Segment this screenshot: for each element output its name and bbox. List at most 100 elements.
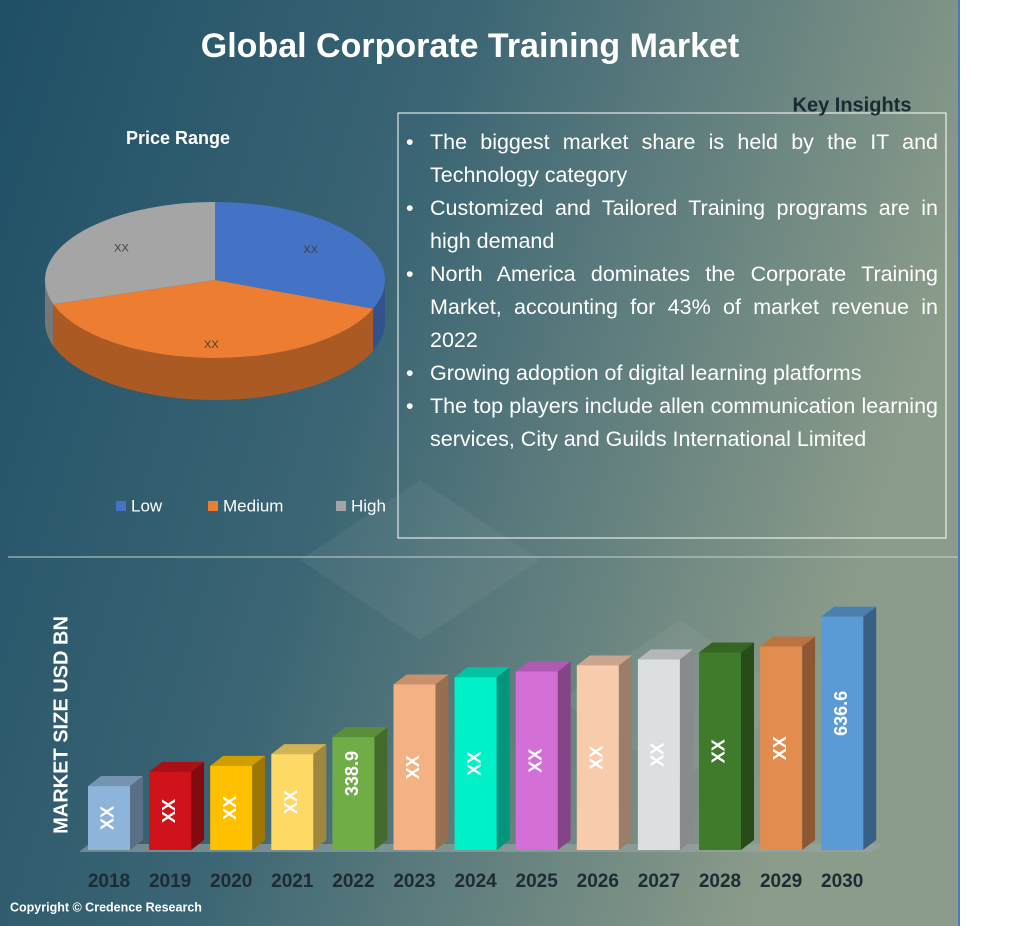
pie-slice xyxy=(53,280,374,359)
bar-front xyxy=(515,671,558,850)
x-tick-label: 2021 xyxy=(271,871,314,892)
bar-value-label: XX xyxy=(709,739,729,763)
x-tick-label: 2018 xyxy=(88,871,130,892)
bar-side xyxy=(802,636,816,850)
bar-top xyxy=(515,661,571,672)
bar xyxy=(576,655,632,850)
insight: Growing adoption of digital learning pla… xyxy=(406,357,938,390)
insight: The biggest market share is held by the … xyxy=(406,126,938,192)
bar-front xyxy=(210,765,253,850)
bar-side xyxy=(557,661,571,850)
bar-side xyxy=(863,606,877,850)
bar-value-label: 338.9 xyxy=(342,751,362,796)
bar-front xyxy=(637,659,680,850)
legend-label: Medium xyxy=(223,496,283,515)
title: Global Corporate Training Market xyxy=(201,27,739,65)
bar-front xyxy=(821,616,864,850)
bar-top xyxy=(637,649,693,660)
bar xyxy=(515,661,571,850)
bar-top xyxy=(271,744,327,755)
decor xyxy=(300,480,540,640)
y-axis-label: MARKET SIZE USD BN xyxy=(50,616,72,834)
bar-value-label: XX xyxy=(159,799,179,823)
bar-side xyxy=(679,649,693,850)
bar-value-label: XX xyxy=(403,755,423,779)
bar xyxy=(454,667,510,850)
insights-title: Key Insights xyxy=(793,94,912,116)
bar xyxy=(637,649,693,850)
insight: The top players include allen communicat… xyxy=(406,390,938,456)
x-tick-label: 2024 xyxy=(454,871,497,892)
bar-value-label: 636.6 xyxy=(831,691,851,736)
pie-side xyxy=(45,280,54,347)
insight: North America dominates the Corporate Tr… xyxy=(406,258,938,357)
bar-top xyxy=(760,636,816,647)
bar-value-label: XX xyxy=(220,796,240,820)
bar-value-label: XX xyxy=(98,806,118,830)
bar-top xyxy=(332,727,388,738)
insight: Customized and Tailored Training program… xyxy=(406,192,938,258)
bar xyxy=(332,727,388,850)
bar xyxy=(210,755,266,850)
bar-side xyxy=(252,755,266,850)
bar-front xyxy=(271,754,314,850)
bar-top xyxy=(393,674,449,685)
x-tick-label: 2029 xyxy=(760,871,802,892)
bar-value-label: XX xyxy=(281,790,301,814)
bar-front xyxy=(149,771,192,850)
pie-slice xyxy=(44,202,215,305)
pie-side xyxy=(373,280,385,351)
bar-value-label: XX xyxy=(770,736,790,760)
legend-swatch xyxy=(336,501,346,511)
bar xyxy=(271,744,327,850)
bar-side xyxy=(374,727,388,850)
bar-value-label: XX xyxy=(464,752,484,776)
pie-title: Price Range xyxy=(126,128,230,148)
bar-side xyxy=(313,744,327,850)
x-tick-label: 2030 xyxy=(821,871,863,892)
bar-side xyxy=(130,776,143,850)
legend-swatch xyxy=(116,501,126,511)
x-tick-label: 2025 xyxy=(516,871,559,892)
bar xyxy=(88,776,143,850)
bar-front xyxy=(576,665,619,850)
x-tick-label: 2027 xyxy=(638,871,680,892)
legend-label: High xyxy=(351,496,386,515)
bar-front xyxy=(760,646,803,850)
bar-side xyxy=(618,655,632,850)
legend-label: Low xyxy=(131,496,163,515)
insights-box xyxy=(397,112,947,539)
bar-top xyxy=(88,776,143,787)
x-tick-label: 2020 xyxy=(210,871,252,892)
bar-side xyxy=(435,674,449,850)
bar-front xyxy=(393,684,436,850)
bar xyxy=(699,642,754,850)
x-tick-label: 2028 xyxy=(699,871,741,892)
bar-top xyxy=(821,606,877,617)
x-tick-label: 2019 xyxy=(149,871,191,892)
bar-front xyxy=(88,786,130,850)
x-tick-label: 2023 xyxy=(393,871,435,892)
insights-list: The biggest market share is held by the … xyxy=(402,126,938,456)
bar-front xyxy=(332,737,375,850)
x-tick-label: 2026 xyxy=(577,871,619,892)
legend-swatch xyxy=(208,501,218,511)
bar xyxy=(393,674,449,850)
bar-front xyxy=(454,677,497,850)
bar-top xyxy=(149,761,205,772)
pie-label: XX xyxy=(114,243,129,255)
copyright: Copyright © Credence Research xyxy=(10,900,202,914)
bar xyxy=(821,606,877,850)
bar-side xyxy=(741,642,754,850)
bar-top xyxy=(210,755,266,766)
x-tick-label: 2022 xyxy=(332,871,374,892)
bar-side xyxy=(496,667,510,850)
bar-top xyxy=(576,655,632,666)
pie-side xyxy=(53,304,374,400)
pie-slice xyxy=(215,202,386,309)
pie-label: XX xyxy=(303,244,318,256)
bar-value-label: XX xyxy=(587,746,607,770)
bar-value-label: XX xyxy=(648,743,668,767)
pie-label: XX xyxy=(204,339,219,351)
